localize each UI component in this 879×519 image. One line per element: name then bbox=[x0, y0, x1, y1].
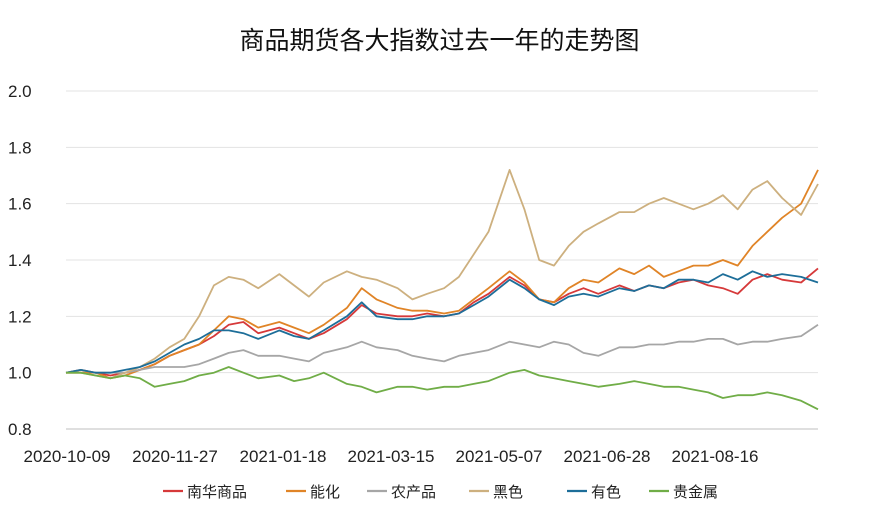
legend-label: 贵金属 bbox=[673, 483, 718, 501]
series-line bbox=[66, 366, 819, 411]
legend-label: 农产品 bbox=[391, 483, 436, 501]
x-tick-label: 2021-05-07 bbox=[456, 447, 543, 466]
x-tick-label: 2020-11-27 bbox=[132, 447, 218, 466]
y-tick-label: 1.4 bbox=[8, 251, 32, 270]
x-tick-label: 2021-08-16 bbox=[672, 447, 759, 466]
legend-label: 黑色 bbox=[493, 483, 523, 501]
series-line bbox=[65, 270, 819, 374]
x-tick-label: 2021-03-15 bbox=[348, 447, 435, 466]
y-tick-label: 1.8 bbox=[8, 138, 32, 157]
series-line bbox=[66, 169, 819, 380]
y-tick-label: 1.2 bbox=[8, 307, 32, 326]
y-axis-ticks: 0.8 1.0 1.2 1.4 1.6 1.8 2.0 bbox=[8, 82, 32, 439]
series-line bbox=[66, 168, 819, 380]
legend-label: 南华商品 bbox=[187, 483, 247, 501]
x-tick-label: 2021-06-28 bbox=[564, 447, 651, 466]
legend-label: 能化 bbox=[310, 483, 340, 501]
y-tick-label: 2.0 bbox=[8, 82, 32, 101]
series-lines bbox=[65, 168, 819, 411]
y-tick-label: 1.0 bbox=[8, 364, 32, 383]
y-tick-label: 1.6 bbox=[8, 195, 32, 214]
x-axis-ticks: 2020-10-09 2020-11-27 2021-01-18 2021-03-15… bbox=[24, 447, 759, 466]
x-tick-label: 2021-01-18 bbox=[240, 447, 327, 466]
legend: 南华商品 能化 农产品 黑色 有色 贵金属 bbox=[163, 483, 718, 501]
x-tick-label: 2020-10-09 bbox=[24, 447, 111, 466]
chart-title: 商品期货各大指数过去一年的走势图 bbox=[239, 26, 639, 55]
legend-label: 有色 bbox=[591, 483, 621, 501]
series-line bbox=[65, 324, 819, 374]
y-tick-label: 0.8 bbox=[8, 420, 32, 439]
